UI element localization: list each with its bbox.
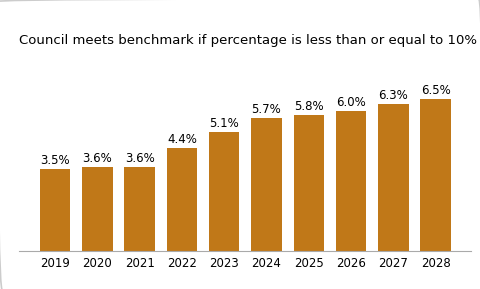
Bar [40, 169, 70, 251]
Bar [166, 148, 197, 251]
Bar [377, 104, 408, 251]
Bar [208, 132, 239, 251]
Text: Council meets benchmark if percentage is less than or equal to 10%: Council meets benchmark if percentage is… [19, 34, 476, 47]
Bar [251, 118, 281, 251]
Text: 6.0%: 6.0% [336, 96, 365, 109]
Text: 4.4%: 4.4% [167, 133, 196, 146]
Bar [82, 167, 112, 251]
Text: 6.5%: 6.5% [420, 84, 450, 97]
Bar [335, 111, 365, 251]
Text: 3.6%: 3.6% [82, 152, 112, 165]
Text: 5.1%: 5.1% [209, 117, 239, 130]
Text: 6.3%: 6.3% [378, 89, 408, 102]
Text: 3.6%: 3.6% [124, 152, 154, 165]
Bar [124, 167, 155, 251]
Text: 5.8%: 5.8% [293, 101, 323, 114]
Bar [420, 99, 450, 251]
Text: 3.5%: 3.5% [40, 154, 70, 167]
Bar [293, 115, 324, 251]
Text: 5.7%: 5.7% [251, 103, 281, 116]
